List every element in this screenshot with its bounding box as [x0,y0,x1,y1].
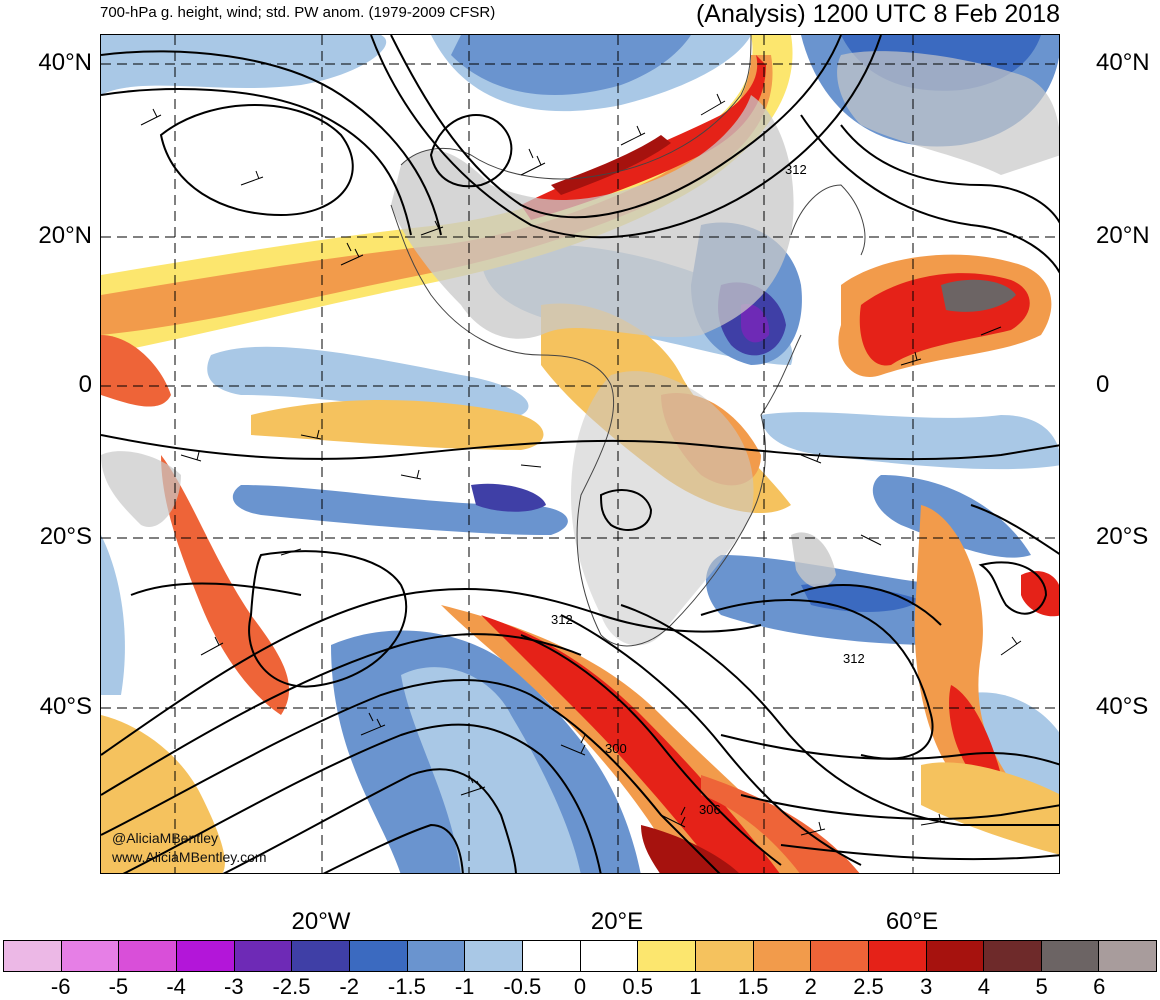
lat-label-20s-right: 20°S [1096,523,1149,550]
pw-anomaly-map: 312 312 312 300 306 [101,35,1059,873]
colorbar-tick-label: 0.5 [622,974,653,999]
credit-twitter: @AliciaMBentley [112,830,219,846]
colorbar-tick-label: -5 [108,974,129,999]
wind-barbs [140,93,1022,836]
colorbar-tick-label: -2 [339,974,359,999]
credit-website: www.AliciaMBentley.com [112,849,267,865]
contour-label: 312 [843,651,865,666]
colorbar-tick-label: 0 [573,974,587,999]
colorbar-tick-label: -1.5 [387,974,426,999]
colorbar-tick-label: -0.5 [503,974,542,999]
colorbar-swatch [292,941,350,971]
colorbar-tick-label: 2.5 [853,974,884,999]
colorbar [3,940,1157,972]
contour-label: 300 [605,741,627,756]
colorbar-swatch [638,941,696,971]
colorbar-swatch [580,941,639,971]
colorbar-swatch [984,941,1042,971]
colorbar-swatch [234,941,293,971]
lat-label-40n-right: 40°N [1096,49,1150,76]
colorbar-tick-label: 2 [804,974,817,999]
graticule [101,35,1059,873]
colorbar-swatch [695,941,754,971]
colorbar-swatch [465,941,523,971]
contour-label: 306 [699,802,721,817]
colorbar-swatch [868,941,927,971]
colorbar-tick-label: -4 [166,974,186,999]
lat-label-eq-left: 0 [78,371,92,398]
colorbar-swatch [522,941,581,971]
lat-label-20n-right: 20°N [1096,222,1150,249]
colorbar-swatch [4,941,62,971]
lon-label-20e: 20°E [590,908,644,935]
colorbar-swatch [61,941,120,971]
colorbar-tick-label: 4 [977,974,991,999]
colorbar-swatch [926,941,985,971]
lat-label-eq-right: 0 [1096,371,1110,398]
colorbar-tick-label: 3 [920,974,933,999]
colorbar-tick-label: 5 [1035,974,1048,999]
colorbar-swatch [119,941,177,971]
colorbar-tick-label: -1 [454,974,475,999]
lat-label-20s-left: 20°S [39,523,92,550]
contour-label: 312 [785,162,807,177]
lat-label-40n-left: 40°N [38,49,92,76]
colorbar-swatch [1099,941,1157,971]
lat-label-20n-left: 20°N [38,222,92,249]
map-subtitle: 700-hPa g. height, wind; std. PW anom. (… [100,4,496,21]
colorbar-tick-label: -3 [224,974,244,999]
colorbar-swatch [1041,941,1100,971]
colorbar-tick-label: 6 [1093,974,1106,999]
lat-label-40s-left: 40°S [39,693,92,720]
height-contours [101,35,1059,873]
colorbar-swatch [176,941,235,971]
colorbar-swatch [753,941,812,971]
map-title: (Analysis) 1200 UTC 8 Feb 2018 [695,0,1060,28]
colorbar-tick-label: -2.5 [272,974,311,999]
map-panel: 312 312 312 300 306 [100,34,1060,874]
colorbar-swatch [349,941,408,971]
colorbar-tick-label: 1.5 [737,974,769,999]
contour-label: 312 [551,612,573,627]
colorbar-tick-label: -6 [50,974,71,999]
colorbar-tick-label: 1 [689,974,702,999]
colorbar-swatch [811,941,869,971]
lon-label-20w: 20°W [291,908,351,935]
lon-label-60e: 60°E [885,908,939,935]
colorbar-swatch [407,941,466,971]
lat-label-40s-right: 40°S [1096,693,1149,720]
